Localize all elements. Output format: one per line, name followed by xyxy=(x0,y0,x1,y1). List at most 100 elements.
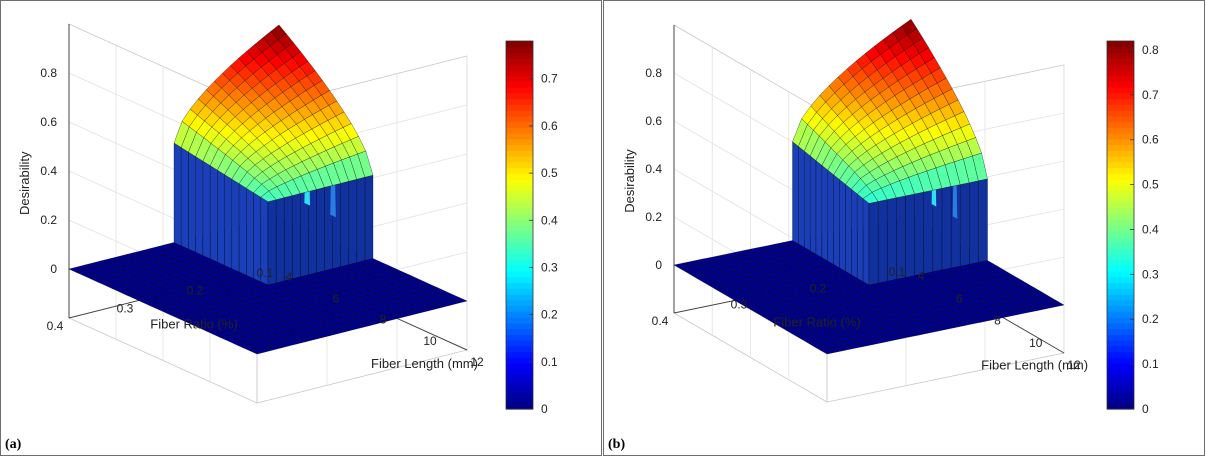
surface-top-patch xyxy=(357,150,374,178)
colorbar-band xyxy=(1107,167,1134,174)
y-tick-label: 0.4 xyxy=(652,314,669,328)
colorbar-band xyxy=(1107,225,1134,232)
surface-group xyxy=(673,18,1065,355)
colorbar-band xyxy=(506,322,533,330)
y-tick-label: 0.1 xyxy=(889,265,906,279)
colorbar-band xyxy=(1107,322,1134,330)
colorbar-band xyxy=(1107,380,1134,387)
colorbar-band xyxy=(1107,328,1134,335)
colorbar-band xyxy=(506,363,533,370)
colorbar-band xyxy=(1107,161,1134,169)
surface-wall-patch xyxy=(877,199,888,284)
colorbar-band xyxy=(1107,248,1134,255)
colorbar-band xyxy=(506,276,533,284)
colorbar-band xyxy=(506,213,533,220)
surface-wall-patch xyxy=(300,191,309,277)
colorbar-band xyxy=(506,230,533,238)
colorbar-band xyxy=(506,374,533,381)
x-axis-label: Fiber Length (mm) xyxy=(371,356,478,371)
colorbar-band xyxy=(1107,207,1134,215)
surface-wall-patch xyxy=(217,169,225,266)
surface-group xyxy=(68,24,468,355)
colorbar-tick-label: 0.1 xyxy=(541,355,558,369)
surface-wall-patch xyxy=(238,183,247,276)
colorbar-tick-label: 0.4 xyxy=(541,213,558,227)
colorbar-band xyxy=(1107,81,1134,88)
colorbar-band xyxy=(506,397,533,404)
colorbar-band xyxy=(506,184,533,192)
colorbar-tick-label: 0.4 xyxy=(1142,222,1159,236)
surface-wall-patch xyxy=(960,182,970,267)
z-tick-label: 0.2 xyxy=(40,213,57,227)
colorbar-band xyxy=(1107,299,1134,307)
surface-wall-patch xyxy=(827,169,834,265)
surface-wall-patch xyxy=(839,179,846,272)
y-tick-label: 0.2 xyxy=(187,284,204,298)
colorbar-band xyxy=(1107,230,1134,238)
colorbar-band xyxy=(506,259,533,266)
colorbar-band xyxy=(1107,127,1134,134)
colorbar-band xyxy=(506,207,533,215)
colorbar-band xyxy=(506,236,533,243)
surface-wall-patch xyxy=(821,165,828,262)
colorbar-band xyxy=(1107,115,1134,123)
surface-wall-patch xyxy=(810,155,817,255)
surface-wall-patch xyxy=(914,191,924,276)
colorbar-band xyxy=(506,144,533,151)
surface-wall-patch xyxy=(195,156,204,256)
colorbar-band xyxy=(1107,259,1134,266)
colorbar-band xyxy=(506,46,533,54)
y-tick-label: 0.3 xyxy=(117,301,134,315)
colorbar-band xyxy=(506,340,533,347)
surface-wall-patch xyxy=(275,197,285,284)
colorbar-band xyxy=(1107,242,1134,249)
colorbar-band xyxy=(1107,305,1134,312)
tick-labels: 0 0.2 0.4 0.6 0.8 4 6 8 10 12 0.1 0.2 0.3 0.4 xyxy=(645,66,1081,372)
colorbar-band xyxy=(506,368,533,376)
colorbar-band xyxy=(506,121,533,128)
z-tick-label: 0.4 xyxy=(40,164,57,178)
colorbar-band xyxy=(1107,213,1134,220)
surface-wall-patch xyxy=(815,160,823,258)
colorbar-band xyxy=(506,81,533,88)
colorbar-band xyxy=(1107,144,1134,151)
surface-wall-patch xyxy=(978,178,988,263)
colorbar-band xyxy=(506,179,533,186)
colorbar-band xyxy=(1107,403,1134,410)
colorbar-band xyxy=(1107,368,1134,376)
colorbar-band xyxy=(506,58,533,65)
x-tick-label: 12 xyxy=(470,355,484,369)
colorbar-band xyxy=(1107,202,1134,209)
colorbar-band xyxy=(506,150,533,157)
colorbar-band xyxy=(506,219,533,226)
surface-wall-patch xyxy=(804,150,811,252)
colorbar-band xyxy=(506,357,533,364)
colorbar-band xyxy=(1107,363,1134,370)
surface-wall-patch xyxy=(862,198,870,286)
y-axis-label: Fiber Ratio (%) xyxy=(773,314,860,329)
colorbar-band xyxy=(506,75,533,82)
colorbar-band xyxy=(1107,374,1134,381)
colorbar-band xyxy=(506,138,533,146)
surface-wall-patch xyxy=(224,174,232,269)
colorbar-band xyxy=(1107,345,1134,353)
surface-wall-patch xyxy=(292,193,301,280)
colorbar-band xyxy=(506,334,533,341)
z-tick-label: 0 xyxy=(655,258,662,272)
colorbar-band xyxy=(1107,253,1134,261)
colorbar-band xyxy=(506,299,533,307)
surface-wall-patch xyxy=(364,175,374,261)
surface-wall-patch xyxy=(202,160,211,260)
colorbar-tick-label: 0.5 xyxy=(1142,178,1159,192)
surface-wall-patch xyxy=(210,165,218,263)
surface-wall-patch xyxy=(851,188,858,279)
z-tick-label: 0.6 xyxy=(40,115,57,129)
surface-wall-patch xyxy=(923,190,933,274)
surface-wall-patch xyxy=(316,187,325,273)
surface-plot-a: 0 0.2 0.4 0.6 0.8 4 6 8 10 12 0.1 0.2 0.3 0.4 Desirabi… xyxy=(17,23,558,416)
colorbar-band xyxy=(1107,121,1134,128)
colorbar-band xyxy=(506,391,533,399)
z-tick-label: 0.8 xyxy=(645,66,662,80)
colorbar-band xyxy=(1107,173,1134,180)
colorbar-band xyxy=(1107,98,1134,105)
